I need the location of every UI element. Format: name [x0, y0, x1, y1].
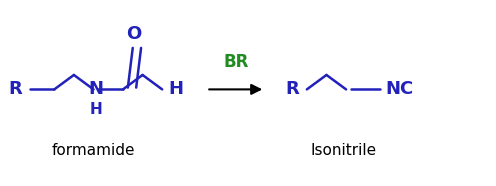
Text: H: H: [168, 80, 183, 98]
Text: H: H: [90, 102, 102, 117]
Text: N: N: [88, 80, 104, 98]
Text: formamide: formamide: [52, 143, 135, 158]
Text: NC: NC: [385, 80, 414, 98]
Text: R: R: [8, 80, 22, 98]
Text: R: R: [286, 80, 300, 98]
Text: BR: BR: [223, 53, 248, 71]
Text: Isonitrile: Isonitrile: [310, 143, 376, 158]
Text: O: O: [126, 25, 142, 43]
